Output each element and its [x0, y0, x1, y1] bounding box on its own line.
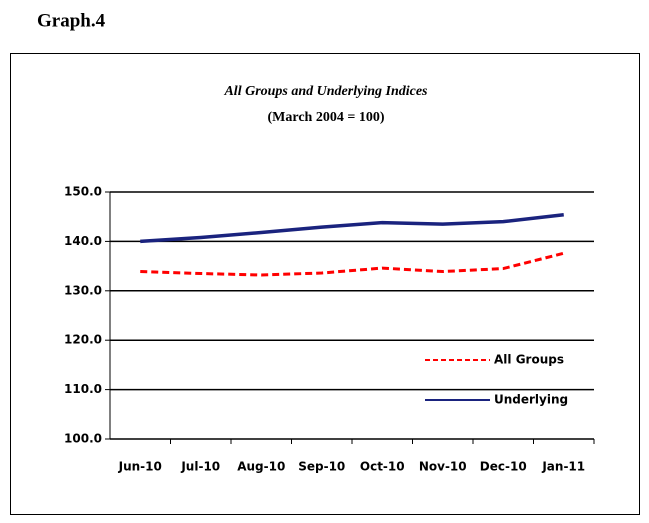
y-tick-label: 120.0 [64, 333, 102, 347]
x-tick-label: Jun-10 [118, 460, 162, 474]
x-tick-label: Nov-10 [419, 460, 467, 474]
series-line [140, 212, 564, 244]
y-tick-label: 150.0 [64, 185, 102, 199]
chart-title: All Groups and Underlying Indices [223, 84, 428, 99]
x-tick-label: Sep-10 [298, 460, 345, 474]
x-tick-label: Jul-10 [180, 460, 220, 474]
chart-subtitle: (March 2004 = 100) [268, 110, 385, 125]
y-tick-label: 100.0 [64, 432, 102, 446]
chart-frame [10, 53, 640, 515]
y-tick-label: 140.0 [64, 234, 102, 248]
legend-label: All Groups [494, 353, 564, 367]
x-tick-label: Jan-11 [541, 460, 585, 474]
x-tick-label: Dec-10 [480, 460, 527, 474]
legend-label: Underlying [494, 393, 568, 407]
series-line [140, 251, 565, 277]
y-tick-label: 110.0 [64, 382, 102, 396]
x-tick-label: Aug-10 [237, 460, 285, 474]
y-tick-label: 130.0 [64, 283, 102, 297]
heading: Graph.4 [37, 10, 106, 31]
x-tick-label: Oct-10 [360, 460, 405, 474]
